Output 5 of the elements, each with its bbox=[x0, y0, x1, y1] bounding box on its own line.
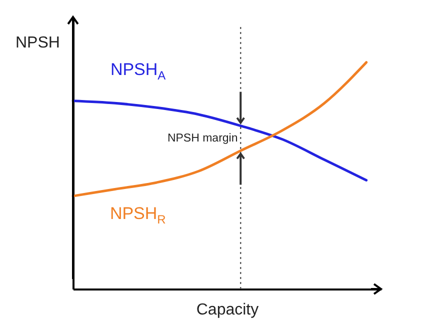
y-axis-title: NPSH bbox=[16, 34, 60, 52]
series-label: NPSH$_{R}$ bbox=[110, 204, 166, 227]
annotation: NPSH margin bbox=[167, 132, 238, 144]
series-label: NPSH$_{A}$ bbox=[110, 60, 166, 83]
x-axis-title: Capacity bbox=[196, 302, 259, 318]
